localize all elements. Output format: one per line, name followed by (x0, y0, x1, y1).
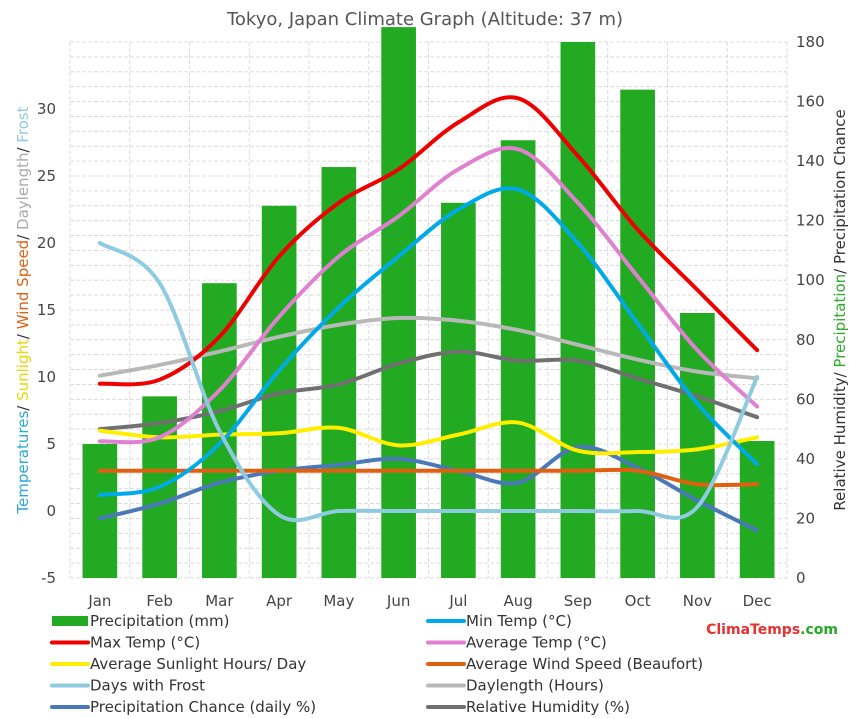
left-axis-label-part: / (14, 401, 32, 411)
precipitation-bar (560, 42, 596, 578)
right-axis-tick-label: 80 (796, 331, 815, 349)
right-axis-tick-label: 180 (796, 33, 825, 51)
right-axis-tick-label: 140 (796, 152, 825, 170)
right-axis-tick-label: 20 (796, 509, 815, 527)
brand-part: Clima (706, 622, 750, 638)
axes: -5 0 5 10 15 20 25 30 0 20 40 60 80 100 120 140 160 180 Ja… (14, 33, 849, 610)
series-line-5 (97, 467, 760, 488)
series-line-4 (97, 420, 760, 456)
right-axis-tick-label: 100 (796, 271, 825, 289)
x-axis-tick-label: Dec (743, 592, 772, 610)
left-axis-label-part: Frost (14, 106, 32, 142)
left-axis-tick-label: 30 (37, 100, 56, 118)
right-axis-tick-label: 40 (796, 450, 815, 468)
series-line-2 (97, 95, 760, 387)
x-axis-tick-label: Feb (146, 592, 173, 610)
left-axis-label-part: Daylength (14, 153, 32, 230)
left-axis-label-part: / (14, 230, 32, 240)
left-axis-tick-label: 5 (46, 435, 56, 453)
precipitation-bar (82, 444, 118, 578)
x-axis-tick-label: Mar (205, 592, 234, 610)
left-axis-tick-label: -5 (41, 569, 56, 587)
precipitation-bar (321, 167, 357, 579)
x-axis-tick-label: Jun (386, 592, 410, 610)
legend-label: Average Sunlight Hours/ Day (90, 655, 306, 673)
left-axis-label-part: Temperatures (14, 411, 32, 515)
precipitation-bar (620, 89, 655, 579)
brand-part: .com (800, 622, 838, 638)
left-axis-tick-label: 15 (37, 301, 56, 319)
series-line-3 (97, 146, 760, 445)
x-axis-tick-label: Oct (625, 592, 651, 610)
right-axis-tick-label: 60 (796, 390, 815, 408)
precipitation-bar (381, 27, 416, 579)
left-axis-tick-label: 20 (37, 234, 56, 252)
x-axis-tick-label: Jan (87, 592, 111, 610)
right-axis-label-part: / (831, 264, 849, 274)
precipitation-bars (82, 27, 775, 579)
series-lines (97, 95, 760, 533)
right-axis-tick-label: 0 (796, 569, 806, 587)
legend-swatch (52, 616, 88, 626)
left-axis-label: Temperatures/ Sunlight/ Wind Speed/ Dayl… (14, 106, 32, 514)
brand-part: Temps (750, 622, 800, 638)
right-axis-label-part: Relative Humidity (831, 377, 849, 510)
brand-logo: ClimaTemps.com (706, 622, 838, 638)
legend-label: Precipitation (mm) (90, 612, 229, 630)
legend-label: Average Temp (°C) (466, 634, 607, 652)
left-axis-label-part: Wind Speed (14, 240, 32, 330)
x-axis-tick-label: Jul (448, 592, 467, 610)
legend-label: Precipitation Chance (daily %) (90, 698, 316, 716)
x-axis-tick-label: Aug (503, 592, 532, 610)
series-line-6 (97, 241, 760, 523)
right-axis-label-part: / (831, 368, 849, 378)
right-axis-tick-label: 120 (796, 212, 825, 230)
x-axis-tick-label: Apr (266, 592, 293, 610)
series-line-1 (97, 186, 760, 497)
legend-label: Min Temp (°C) (466, 612, 572, 630)
x-axis-tick-label: May (323, 592, 354, 610)
precipitation-bar (680, 312, 715, 578)
x-axis-tick-label: Nov (683, 592, 712, 610)
right-axis-label: Relative Humidity/ Precipitation/ Precip… (831, 109, 849, 510)
left-axis-label-part: / (14, 329, 32, 339)
left-axis-label-part: Sunlight (14, 339, 32, 401)
legend-label: Relative Humidity (%) (466, 698, 630, 716)
left-axis-tick-label: 0 (46, 502, 56, 520)
left-axis-tick-label: 10 (37, 368, 56, 386)
left-axis-tick-label: 25 (37, 167, 56, 185)
right-axis-tick-label: 160 (796, 93, 825, 111)
legend-label: Average Wind Speed (Beaufort) (466, 655, 703, 673)
series-line-7 (97, 315, 760, 381)
right-axis-label-part: Precipitation (831, 274, 849, 368)
right-axis-label-part: Precipitation Chance (831, 109, 849, 264)
legend-label: Max Temp (°C) (90, 634, 200, 652)
legend: Precipitation (mm) Min Temp (°C) Max Temp … (50, 612, 703, 716)
series-line-9 (97, 349, 760, 432)
legend-label: Days with Frost (90, 677, 205, 695)
x-axis-tick-label: Sep (564, 592, 592, 610)
precipitation-bar (441, 202, 476, 579)
chart-title: Tokyo, Japan Climate Graph (Altitude: 37… (226, 9, 623, 30)
left-axis-label-part: / (14, 143, 32, 153)
legend-label: Daylength (Hours) (466, 677, 604, 695)
